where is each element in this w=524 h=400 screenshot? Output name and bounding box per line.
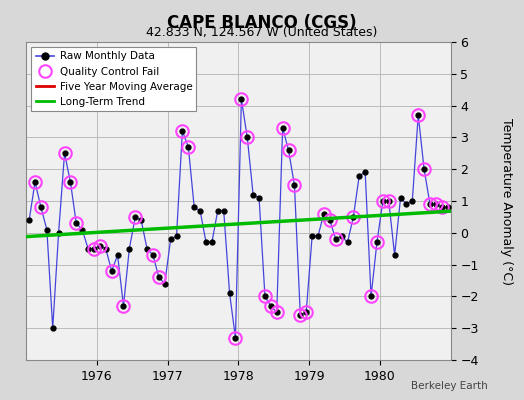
Y-axis label: Temperature Anomaly (°C): Temperature Anomaly (°C) xyxy=(499,118,512,284)
Legend: Raw Monthly Data, Quality Control Fail, Five Year Moving Average, Long-Term Tren: Raw Monthly Data, Quality Control Fail, … xyxy=(31,47,196,111)
Text: 42.833 N, 124.567 W (United States): 42.833 N, 124.567 W (United States) xyxy=(146,26,378,39)
Text: Berkeley Earth: Berkeley Earth xyxy=(411,381,487,391)
Text: CAPE BLANCO (CGS): CAPE BLANCO (CGS) xyxy=(167,14,357,32)
